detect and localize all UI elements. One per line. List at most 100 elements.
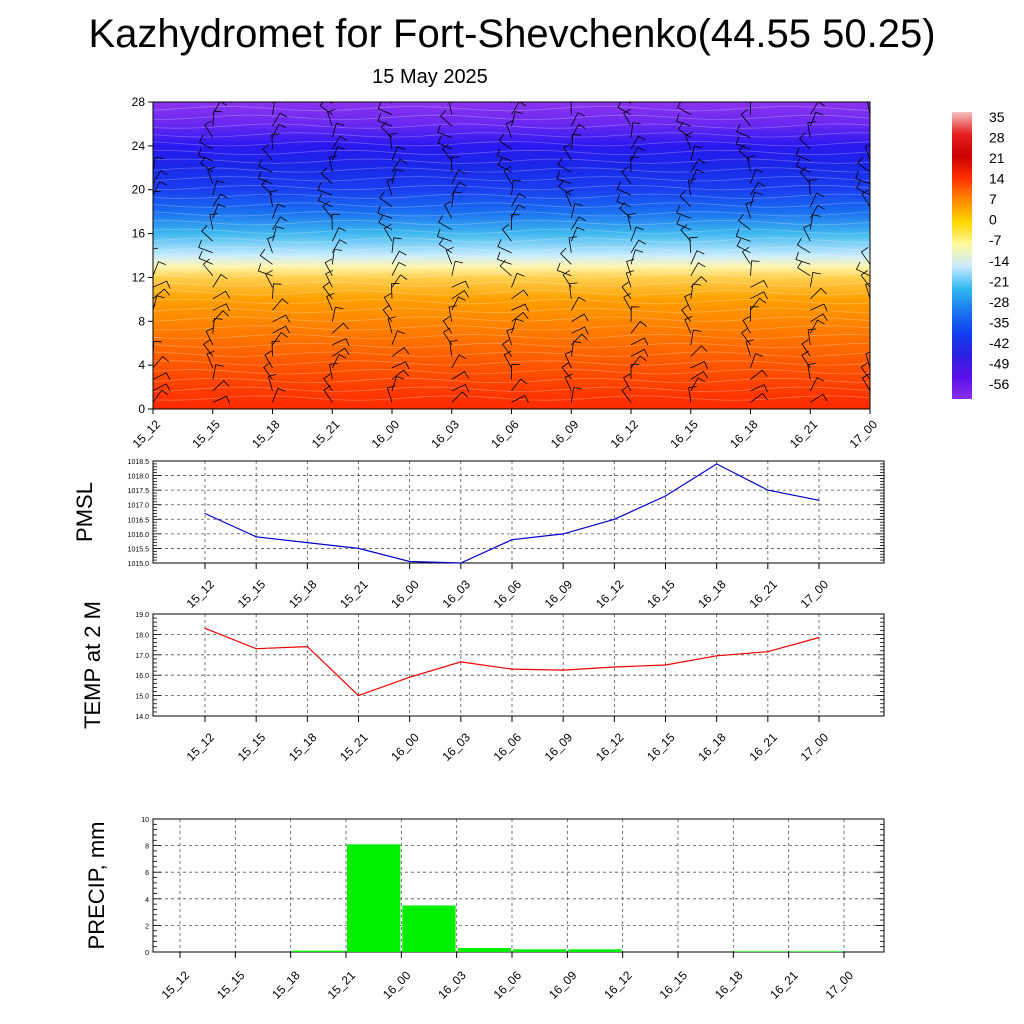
temp-point: [664, 664, 667, 666]
wind-barb: [630, 306, 640, 322]
wind-barb: [570, 387, 582, 403]
wind-barb: [262, 143, 273, 161]
wind-barb: [676, 205, 691, 219]
wind-barb: [809, 272, 821, 288]
wind-barb: [570, 124, 586, 138]
wind-barb: [868, 102, 870, 104]
x-tick-label: 15_12: [184, 577, 218, 611]
wind-barb: [799, 166, 811, 184]
x-tick-label: 15_12: [130, 417, 164, 451]
wind-barb: [383, 292, 393, 311]
pmsl-point: [613, 518, 615, 520]
x-tick-label: 16_18: [712, 968, 746, 1002]
y-tick-label: 10: [141, 817, 149, 824]
wind-barb: [869, 147, 870, 150]
wind-barb: [736, 238, 751, 254]
wind-barb: [623, 292, 632, 311]
wind-barb: [869, 344, 870, 345]
y-tick-label: 1015.5: [128, 546, 150, 553]
x-tick-label: 16_09: [542, 730, 576, 764]
wind-barb: [272, 314, 290, 323]
wind-barb: [451, 181, 467, 196]
wind-barb: [738, 214, 751, 231]
wind-barb: [272, 332, 288, 346]
wind-barb: [684, 131, 694, 150]
wind-barb: [630, 122, 641, 138]
wind-barb: [568, 236, 577, 253]
wind-barb: [212, 303, 231, 312]
wind-barb: [272, 387, 286, 403]
x-tick-label: 16_18: [727, 417, 761, 451]
y-tick-label: 8: [138, 314, 145, 328]
wind-barb: [750, 279, 768, 288]
wind-barb: [272, 102, 275, 115]
wind-barb: [749, 102, 751, 115]
wind-barb: [623, 108, 632, 127]
temp-grid: [153, 613, 884, 717]
wind-barb: [690, 262, 706, 276]
wind-barb: [451, 102, 453, 104]
x-tick-label: 16_21: [787, 417, 821, 451]
wind-barb: [153, 156, 164, 173]
wind-barb: [808, 179, 818, 196]
wind-barb: [153, 383, 171, 392]
wind-barb: [153, 217, 154, 219]
wind-barb: [440, 109, 453, 127]
wind-barb: [869, 124, 870, 127]
wind-barb: [322, 281, 333, 300]
wind-barb: [570, 341, 582, 357]
x-tick-label: 16_09: [542, 577, 576, 611]
wind-barb: [198, 250, 213, 265]
x-tick-label: 16_06: [491, 968, 525, 1002]
x-tick-label: 15_12: [159, 968, 193, 1002]
x-tick-label: 16_15: [657, 968, 691, 1002]
wind-barb: [869, 228, 870, 230]
wind-barb: [206, 350, 215, 369]
wind-barb: [750, 169, 764, 184]
wind-barb: [809, 214, 821, 230]
wind-barb: [272, 298, 289, 311]
wind-barb: [390, 283, 400, 299]
wind-barb: [207, 166, 216, 184]
wind-barb: [750, 369, 768, 380]
wind-barb: [689, 236, 698, 253]
wind-barb: [809, 111, 824, 127]
wind-barb: [212, 310, 230, 323]
x-tick-label: 16_06: [488, 417, 522, 451]
wind-barb: [391, 237, 402, 253]
wind-barb: [511, 363, 520, 380]
wind-barb: [570, 102, 572, 115]
y-tick-label: 1017.0: [128, 503, 150, 510]
wind-barb: [153, 137, 154, 138]
wind-barb: [320, 167, 333, 184]
wind-barb: [451, 296, 466, 311]
wind-barb: [322, 201, 333, 219]
pmsl-point: [562, 533, 564, 535]
wind-barb: [677, 102, 691, 115]
wind-barb: [212, 102, 228, 115]
x-tick-label: 16_06: [491, 577, 525, 611]
wind-barb: [736, 124, 751, 138]
wind-barb: [497, 157, 512, 173]
wind-barb: [212, 102, 214, 104]
precip-bar: [568, 949, 622, 952]
wind-barb: [153, 181, 167, 196]
wind-barb: [391, 261, 407, 276]
wind-barb: [265, 269, 273, 288]
wind-barb: [630, 249, 644, 265]
wind-barb: [630, 226, 644, 242]
x-tick-label: 16_12: [601, 968, 635, 1002]
wind-barb: [797, 260, 811, 277]
wind-barb: [690, 345, 708, 357]
pmsl-point: [767, 489, 769, 491]
temp-panel: 14.015.016.017.018.019.015_12 15_15 15_18 1…: [80, 601, 885, 764]
wind-barb: [741, 327, 751, 346]
x-tick-label: 16_00: [388, 577, 422, 611]
colorbar-label: 21: [989, 150, 1005, 166]
wind-barb: [496, 251, 512, 265]
temp-point: [460, 661, 462, 663]
wind-barb: [621, 385, 632, 403]
y-tick-label: 2: [145, 923, 149, 930]
wind-barb: [386, 178, 395, 196]
wind-barb: [257, 170, 273, 185]
